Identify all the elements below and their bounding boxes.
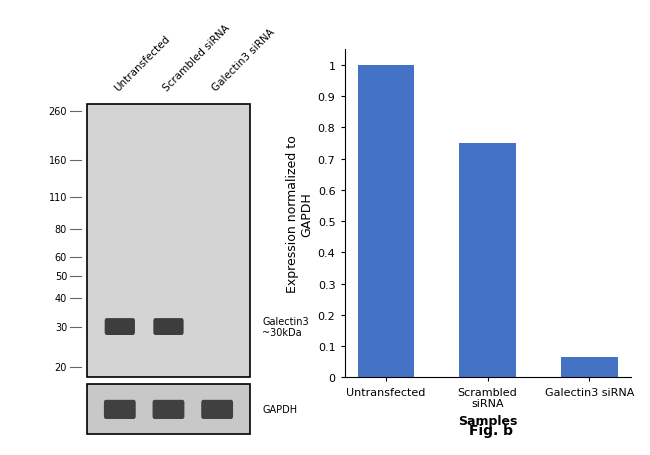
Text: 40: 40 (55, 293, 67, 303)
Text: 110: 110 (49, 192, 67, 202)
Bar (87, 105, 250, 378)
Bar (358, 66, 413, 378)
Text: 60: 60 (55, 253, 67, 263)
Text: Galectin3 siRNA: Galectin3 siRNA (210, 27, 276, 93)
FancyBboxPatch shape (105, 318, 135, 335)
FancyBboxPatch shape (153, 400, 185, 419)
Text: 50: 50 (55, 271, 67, 281)
FancyBboxPatch shape (202, 400, 233, 419)
Text: Fig. b: Fig. b (469, 423, 513, 437)
Text: Scrambled siRNA: Scrambled siRNA (161, 23, 232, 93)
Bar (562, 357, 618, 378)
Text: 20: 20 (55, 362, 67, 372)
Text: 260: 260 (49, 107, 67, 117)
Text: 30: 30 (55, 322, 67, 332)
FancyBboxPatch shape (153, 318, 183, 335)
Bar (460, 144, 515, 378)
Y-axis label: Expression normalized to
GAPDH: Expression normalized to GAPDH (285, 135, 313, 293)
Text: Galectin3
~30kDa: Galectin3 ~30kDa (262, 316, 309, 338)
Bar (87, 384, 250, 435)
FancyBboxPatch shape (104, 400, 136, 419)
Text: 80: 80 (55, 224, 67, 234)
X-axis label: Samples: Samples (458, 414, 517, 427)
Text: Untransfected: Untransfected (112, 34, 172, 93)
Text: GAPDH: GAPDH (262, 404, 297, 415)
Text: 160: 160 (49, 155, 67, 165)
